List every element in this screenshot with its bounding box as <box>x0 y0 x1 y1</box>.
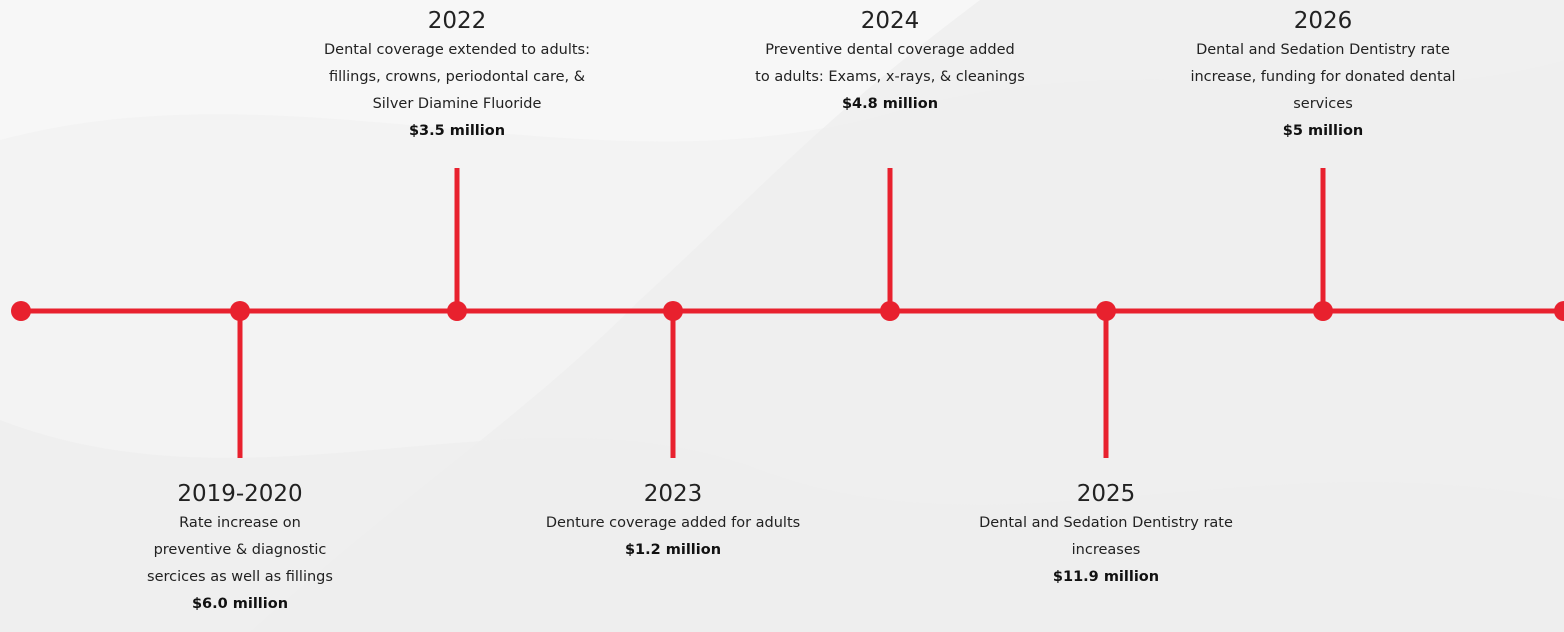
event-description: Preventive dental coverage added to adul… <box>755 42 1025 85</box>
timeline-end-dot <box>1554 301 1564 321</box>
event-description: Dental coverage extended to adults: fill… <box>324 42 590 112</box>
event-amount: $11.9 million <box>1052 569 1160 585</box>
event-amount: $4.8 million <box>841 96 939 112</box>
event-year: 2022 <box>427 8 487 34</box>
event-year: 2024 <box>860 8 920 34</box>
event-year: 2026 <box>1293 8 1353 34</box>
event-year: 2023 <box>643 481 703 507</box>
milestone-dot-2022 <box>447 301 467 321</box>
event-description: Rate increase on preventive & diagnostic… <box>147 515 333 585</box>
event-description: Dental and Sedation Dentistry rate incre… <box>1190 42 1456 112</box>
milestone-dot-2025 <box>1096 301 1116 321</box>
event-year: 2025 <box>1076 481 1136 507</box>
event-amount: $5 million <box>1282 123 1364 139</box>
event-amount: $6.0 million <box>191 596 289 612</box>
event-2023: 2023 Denture coverage added for adults $… <box>483 480 863 564</box>
event-2024: 2024 Preventive dental coverage added to… <box>700 7 1080 118</box>
event-2025: 2025 Dental and Sedation Dentistry rate … <box>916 480 1296 591</box>
event-2019-2020: 2019-2020 Rate increase on preventive & … <box>50 480 430 618</box>
event-year: 2019-2020 <box>177 481 303 507</box>
event-2022: 2022 Dental coverage extended to adults:… <box>267 7 647 145</box>
timeline-start-dot <box>11 301 31 321</box>
event-description: Dental and Sedation Dentistry rate incre… <box>979 515 1233 558</box>
event-2026: 2026 Dental and Sedation Dentistry rate … <box>1133 7 1513 145</box>
milestone-dot-2024 <box>880 301 900 321</box>
milestone-dot-2019-2020 <box>230 301 250 321</box>
event-amount: $1.2 million <box>624 542 722 558</box>
milestone-dot-2023 <box>663 301 683 321</box>
event-description: Denture coverage added for adults <box>545 515 801 531</box>
event-amount: $3.5 million <box>408 123 506 139</box>
milestone-dot-2026 <box>1313 301 1333 321</box>
